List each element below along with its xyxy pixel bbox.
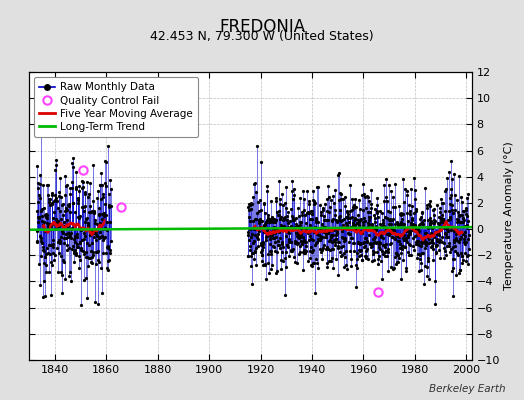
- Y-axis label: Temperature Anomaly (°C): Temperature Anomaly (°C): [504, 142, 514, 290]
- Text: 42.453 N, 79.300 W (United States): 42.453 N, 79.300 W (United States): [150, 30, 374, 43]
- Text: FREDONIA: FREDONIA: [219, 18, 305, 36]
- Text: Berkeley Earth: Berkeley Earth: [429, 384, 506, 394]
- Legend: Raw Monthly Data, Quality Control Fail, Five Year Moving Average, Long-Term Tren: Raw Monthly Data, Quality Control Fail, …: [34, 77, 198, 137]
